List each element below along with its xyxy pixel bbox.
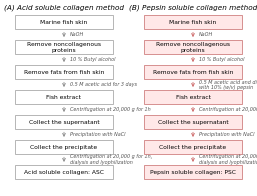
Text: NaOH: NaOH [199,32,213,37]
Text: Centrifugation at 20,000 g for 1h: Centrifugation at 20,000 g for 1h [199,107,257,112]
FancyBboxPatch shape [144,65,242,79]
Text: 0.5 M acetic acid and digested
with 10% (w/v) pepsin: 0.5 M acetic acid and digested with 10% … [199,80,257,90]
Text: Collect the precipitate: Collect the precipitate [30,145,98,150]
FancyBboxPatch shape [15,90,113,104]
Text: Acid soluble collagen: ASC: Acid soluble collagen: ASC [24,170,104,175]
Text: (B) Pepsin soluble collagen method: (B) Pepsin soluble collagen method [129,5,257,11]
Text: Pepsin soluble collagen: PSC: Pepsin soluble collagen: PSC [150,170,236,175]
Text: Centrifugation at 20,000 g for 1h,
dialysis and lyophilization: Centrifugation at 20,000 g for 1h, dialy… [199,154,257,165]
Text: Remove noncollagenous
proteins: Remove noncollagenous proteins [156,42,230,53]
Text: (A) Acid soluble collagen method: (A) Acid soluble collagen method [4,5,124,11]
Text: Marine fish skin: Marine fish skin [40,20,88,25]
FancyBboxPatch shape [15,40,113,54]
FancyBboxPatch shape [144,90,242,104]
FancyBboxPatch shape [144,115,242,129]
Text: 10 % Butyl alcohol: 10 % Butyl alcohol [199,57,245,62]
Text: Fish extract: Fish extract [176,95,210,100]
Text: Collect the supernatant: Collect the supernatant [158,120,228,125]
Text: Remove fats from fish skin: Remove fats from fish skin [153,70,233,75]
FancyBboxPatch shape [15,165,113,179]
Text: Centrifugation at 20,000 g for 1h: Centrifugation at 20,000 g for 1h [70,107,151,112]
Text: Collect the precipitate: Collect the precipitate [159,145,227,150]
Text: Remove noncollagenous
proteins: Remove noncollagenous proteins [27,42,101,53]
Text: 10 % Butyl alcohol: 10 % Butyl alcohol [70,57,116,62]
FancyBboxPatch shape [15,115,113,129]
Text: Remove fats from fish skin: Remove fats from fish skin [24,70,104,75]
Text: 0.5 M acetic acid for 3 days: 0.5 M acetic acid for 3 days [70,82,137,87]
FancyBboxPatch shape [144,15,242,29]
FancyBboxPatch shape [144,165,242,179]
Text: Precipitation with NaCl: Precipitation with NaCl [199,132,255,137]
Text: Marine fish skin: Marine fish skin [169,20,217,25]
FancyBboxPatch shape [144,140,242,154]
FancyBboxPatch shape [15,65,113,79]
Text: NaOH: NaOH [70,32,84,37]
Text: Fish extract: Fish extract [47,95,81,100]
Text: Precipitation with NaCl: Precipitation with NaCl [70,132,126,137]
FancyBboxPatch shape [15,140,113,154]
Text: Centrifugation at 20,000 g for 1h,
dialysis and lyophilization: Centrifugation at 20,000 g for 1h, dialy… [70,154,152,165]
FancyBboxPatch shape [15,15,113,29]
Text: Collect the supernatant: Collect the supernatant [29,120,99,125]
FancyBboxPatch shape [144,40,242,54]
